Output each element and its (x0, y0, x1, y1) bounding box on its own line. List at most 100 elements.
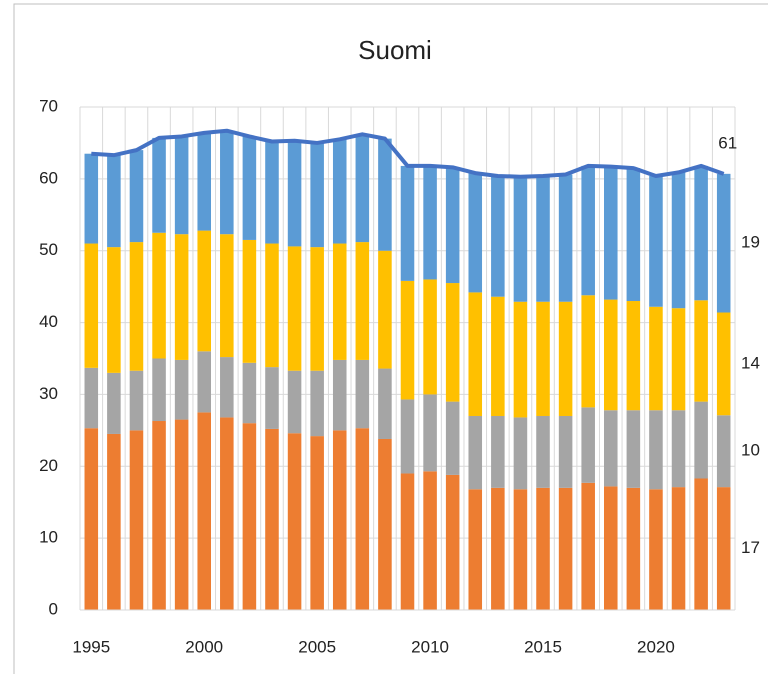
bar-segment (265, 367, 279, 429)
bar-segment (400, 280, 415, 400)
bar-segment (445, 283, 460, 402)
bar-segment (581, 165, 595, 296)
data-label: 14 (741, 353, 760, 372)
bar-segment (242, 423, 257, 610)
bar-segment (287, 433, 302, 610)
bar-segment (242, 239, 257, 363)
bar-segment (129, 370, 144, 431)
bar-segment (626, 168, 641, 302)
bar-segment (649, 410, 663, 490)
bar-segment (423, 165, 437, 280)
bar-segment (423, 279, 437, 395)
bar-segment (355, 359, 370, 429)
x-tick-label: 2020 (637, 637, 675, 656)
bar-segment (671, 410, 686, 488)
bar-segment (174, 359, 189, 420)
y-tick-label: 0 (49, 599, 58, 618)
bar-segment (332, 139, 347, 244)
bar-segment (220, 417, 234, 610)
bar-segment (513, 489, 528, 610)
bar-segment (265, 243, 279, 368)
bar-segment (332, 243, 347, 360)
data-label: 17 (741, 538, 760, 557)
bar-segment (265, 141, 279, 244)
y-tick-label: 70 (39, 96, 58, 115)
bar-segment (581, 407, 595, 483)
chart-title: Suomi (358, 35, 432, 65)
bar-segment (536, 175, 550, 302)
bar-segment (107, 372, 121, 434)
bar-segment (536, 487, 550, 610)
bar-segment (423, 471, 437, 610)
bar-segment (445, 474, 460, 610)
bar-segment (604, 299, 618, 411)
bar-segment (378, 368, 392, 439)
x-tick-label: 2015 (524, 637, 562, 656)
bar-segment (129, 242, 144, 371)
y-tick-label: 50 (39, 240, 58, 259)
bar-segment (468, 173, 483, 293)
bar-segment (468, 415, 483, 490)
bar-segment (378, 250, 392, 369)
bar-segment (152, 358, 166, 422)
bar-segment (220, 357, 234, 418)
total-line (91, 128, 725, 179)
bar-segment (378, 138, 392, 251)
bar-segment (626, 487, 641, 610)
bar-segment (129, 150, 144, 243)
bar-segment (310, 436, 324, 610)
bar-segment (310, 370, 324, 437)
bar-segment (355, 428, 370, 610)
bar-segment (491, 296, 505, 416)
bar-segment (694, 401, 708, 479)
bar-segment (197, 412, 211, 610)
bar-segment (84, 243, 99, 368)
bar-segment (400, 165, 415, 281)
bar-segment (310, 247, 324, 371)
data-label: 19 (741, 233, 760, 252)
bar-segment (649, 175, 663, 307)
bar-segment (716, 415, 731, 488)
data-label: 10 (741, 441, 760, 460)
bar-segment (716, 173, 731, 313)
bar-segment (581, 482, 595, 610)
bar-segment (536, 301, 550, 416)
bar-segment (197, 132, 211, 231)
bar-segment (174, 234, 189, 360)
bar-segment (242, 362, 257, 424)
bar-segment (649, 489, 663, 610)
bar-segment (332, 430, 347, 610)
bar-segment (581, 295, 595, 408)
bar-segment (152, 232, 166, 359)
bar-segment (287, 246, 302, 371)
bar-segment (129, 430, 144, 610)
bar-segment (287, 370, 302, 434)
bar-segment (107, 155, 121, 248)
bar-segment (491, 175, 505, 297)
bar-segment (491, 415, 505, 488)
y-tick-label: 10 (39, 528, 58, 547)
bar-segment (400, 399, 415, 474)
bar-segment (197, 351, 211, 413)
bar-segment (558, 487, 573, 610)
bar-segment (649, 306, 663, 411)
bar-segment (445, 167, 460, 284)
bar-segment (694, 165, 708, 301)
bar-segment (513, 417, 528, 490)
bar-segment (694, 300, 708, 402)
bar-segment (671, 487, 686, 610)
bar-segment (694, 478, 708, 610)
bar-segment (332, 359, 347, 431)
bar-segment (107, 433, 121, 610)
bar-segment (174, 419, 189, 610)
bar-segment (558, 415, 573, 488)
y-tick-label: 30 (39, 384, 58, 403)
bar-segment (107, 247, 121, 373)
bar-segment (671, 308, 686, 411)
data-label: 61 (718, 133, 737, 152)
x-tick-label: 1995 (72, 637, 110, 656)
bar-segment (265, 428, 279, 610)
bar-segment (287, 140, 302, 247)
bar-segment (604, 486, 618, 610)
bar-segment (716, 312, 731, 416)
